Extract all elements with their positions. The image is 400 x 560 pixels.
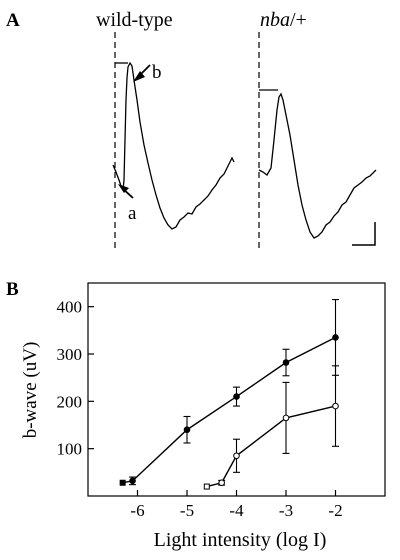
mutant-title: nba/+ [260,9,307,31]
y-tick-label: 400 [57,298,83,317]
x-tick-label: -4 [229,501,244,520]
series-1-line [206,405,336,488]
data-point [218,479,225,487]
panel-a-label: A [6,10,20,31]
data-point-square [203,483,210,490]
data-point [129,477,136,485]
x-tick-label: -6 [130,501,144,520]
data-point [183,426,191,434]
scale-bar [352,222,376,246]
data-point [233,393,240,400]
data-point [282,414,290,422]
y-tick-label: 300 [57,345,83,364]
y-tick-label: 200 [57,392,83,411]
panel-b-label: B [6,279,19,300]
y-tick-label: 100 [57,440,83,459]
data-point [233,452,240,460]
mutant-erg-trace [258,92,377,239]
wild-type-title: wild-type [96,9,173,31]
x-tick-label: -5 [180,501,194,520]
wild-type-erg-trace [112,61,235,230]
a-wave-arrowhead [118,184,129,193]
y-axis-label: b-wave (uV) [20,342,41,439]
series-0-line [122,336,336,484]
a-wave-annotation: a [128,203,137,224]
x-tick-label: -2 [328,501,342,520]
axis-ticks: -6 -5 -4 -3 -2 100 200 300 400 [57,298,343,520]
x-axis-label: Light intensity (log I) [154,529,327,551]
data-point [332,334,339,341]
data-point [282,359,290,366]
b-wave-arrowhead [133,71,145,82]
data-point [332,402,339,410]
b-wave-annotation: b [152,62,162,83]
data-point-square [119,479,126,486]
data-series [119,299,339,490]
x-tick-label: -3 [279,501,293,520]
